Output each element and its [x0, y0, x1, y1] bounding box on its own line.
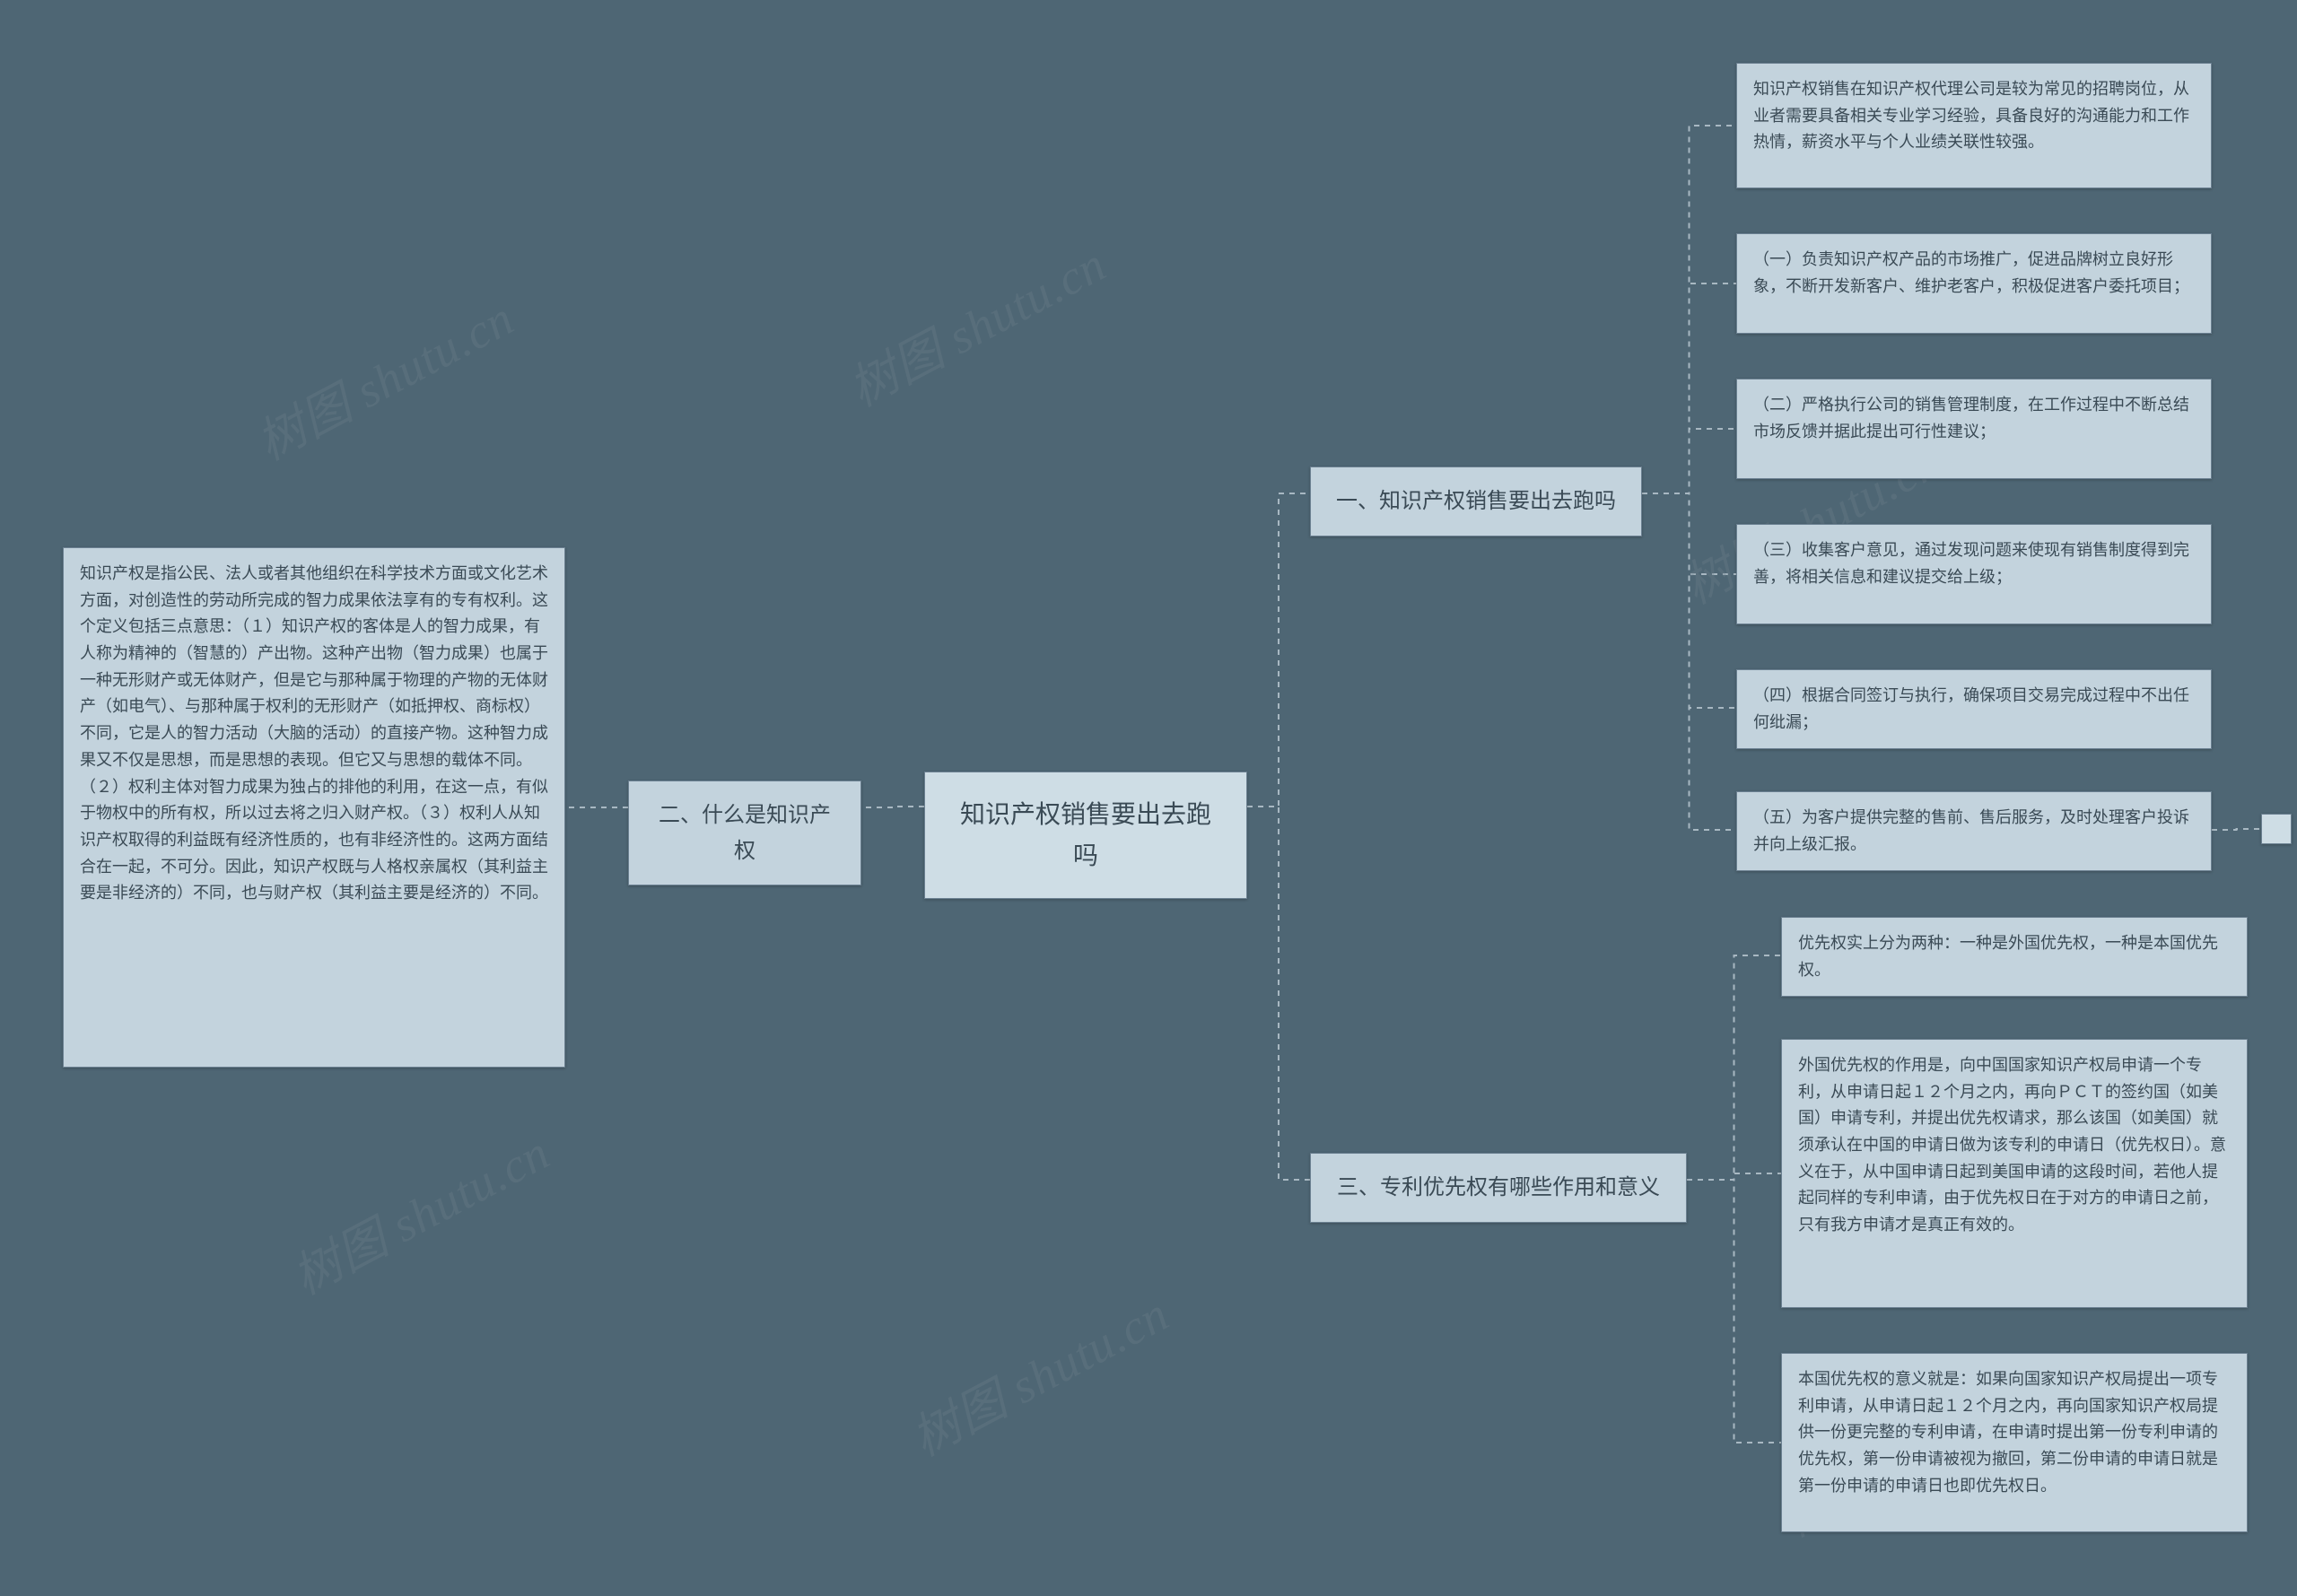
branch-label: 二、什么是知识产权 [654, 798, 835, 868]
leaf-text: （四）根据合同签订与执行，确保项目交易完成过程中不出任何纰漏； [1753, 683, 2195, 736]
leaf-text: 优先权实上分为两种：一种是外国优先权，一种是本国优先权。 [1798, 930, 2231, 983]
leaf-text: 本国优先权的意义就是：如果向国家知识产权局提出一项专利申请，从申请日起１２个月之… [1798, 1366, 2231, 1499]
leaf-sales-overview[interactable]: 知识产权销售在知识产权代理公司是较为常见的招聘岗位，从业者需要具备相关专业学习经… [1736, 63, 2212, 188]
trailing-node[interactable] [2261, 814, 2292, 844]
leaf-sales-duty-4[interactable]: （四）根据合同签订与执行，确保项目交易完成过程中不出任何纰漏； [1736, 669, 2212, 749]
leaf-sales-duty-1[interactable]: （一）负责知识产权产品的市场推广，促进品牌树立良好形象，不断开发新客户、维护老客… [1736, 233, 2212, 334]
branch-sales-outdoor[interactable]: 一、知识产权销售要出去跑吗 [1310, 467, 1642, 536]
leaf-text: （一）负责知识产权产品的市场推广，促进品牌树立良好形象，不断开发新客户、维护老客… [1753, 247, 2195, 300]
root-label: 知识产权销售要出去跑吗 [954, 794, 1218, 876]
leaf-text: （三）收集客户意见，通过发现问题来使现有销售制度得到完善，将相关信息和建议提交给… [1753, 537, 2195, 590]
leaf-text: 外国优先权的作用是，向中国国家知识产权局申请一个专利，从申请日起１２个月之内，再… [1798, 1052, 2231, 1239]
leaf-priority-types[interactable]: 优先权实上分为两种：一种是外国优先权，一种是本国优先权。 [1781, 917, 2248, 997]
leaf-text: （五）为客户提供完整的售前、售后服务，及时处理客户投诉并向上级汇报。 [1753, 805, 2195, 858]
root-node[interactable]: 知识产权销售要出去跑吗 [924, 772, 1247, 899]
leaf-text: 知识产权销售在知识产权代理公司是较为常见的招聘岗位，从业者需要具备相关专业学习经… [1753, 76, 2195, 156]
leaf-priority-domestic[interactable]: 本国优先权的意义就是：如果向国家知识产权局提出一项专利申请，从申请日起１２个月之… [1781, 1353, 2248, 1532]
leaf-sales-duty-5[interactable]: （五）为客户提供完整的售前、售后服务，及时处理客户投诉并向上级汇报。 [1736, 791, 2212, 871]
leaf-sales-duty-2[interactable]: （二）严格执行公司的销售管理制度，在工作过程中不断总结市场反馈并据此提出可行性建… [1736, 379, 2212, 479]
leaf-sales-duty-3[interactable]: （三）收集客户意见，通过发现问题来使现有销售制度得到完善，将相关信息和建议提交给… [1736, 524, 2212, 624]
leaf-text: （二）严格执行公司的销售管理制度，在工作过程中不断总结市场反馈并据此提出可行性建… [1753, 392, 2195, 445]
branch-what-is-ip[interactable]: 二、什么是知识产权 [628, 781, 861, 885]
branch-patent-priority[interactable]: 三、专利优先权有哪些作用和意义 [1310, 1153, 1687, 1223]
branch-label: 一、知识产权销售要出去跑吗 [1336, 484, 1616, 519]
leaf-priority-foreign[interactable]: 外国优先权的作用是，向中国国家知识产权局申请一个专利，从申请日起１２个月之内，再… [1781, 1039, 2248, 1308]
leaf-text: 知识产权是指公民、法人或者其他组织在科学技术方面或文化艺术方面，对创造性的劳动所… [80, 561, 548, 907]
branch-label: 三、专利优先权有哪些作用和意义 [1337, 1170, 1660, 1206]
leaf-what-is-ip-desc[interactable]: 知识产权是指公民、法人或者其他组织在科学技术方面或文化艺术方面，对创造性的劳动所… [63, 547, 565, 1068]
